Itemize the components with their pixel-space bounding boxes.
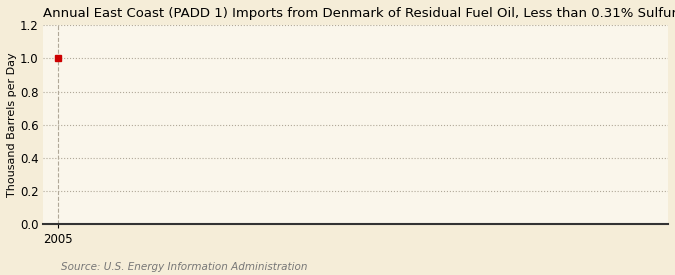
Text: Annual East Coast (PADD 1) Imports from Denmark of Residual Fuel Oil, Less than : Annual East Coast (PADD 1) Imports from … — [43, 7, 675, 20]
Y-axis label: Thousand Barrels per Day: Thousand Barrels per Day — [7, 52, 17, 197]
Text: Source: U.S. Energy Information Administration: Source: U.S. Energy Information Administ… — [61, 262, 307, 272]
